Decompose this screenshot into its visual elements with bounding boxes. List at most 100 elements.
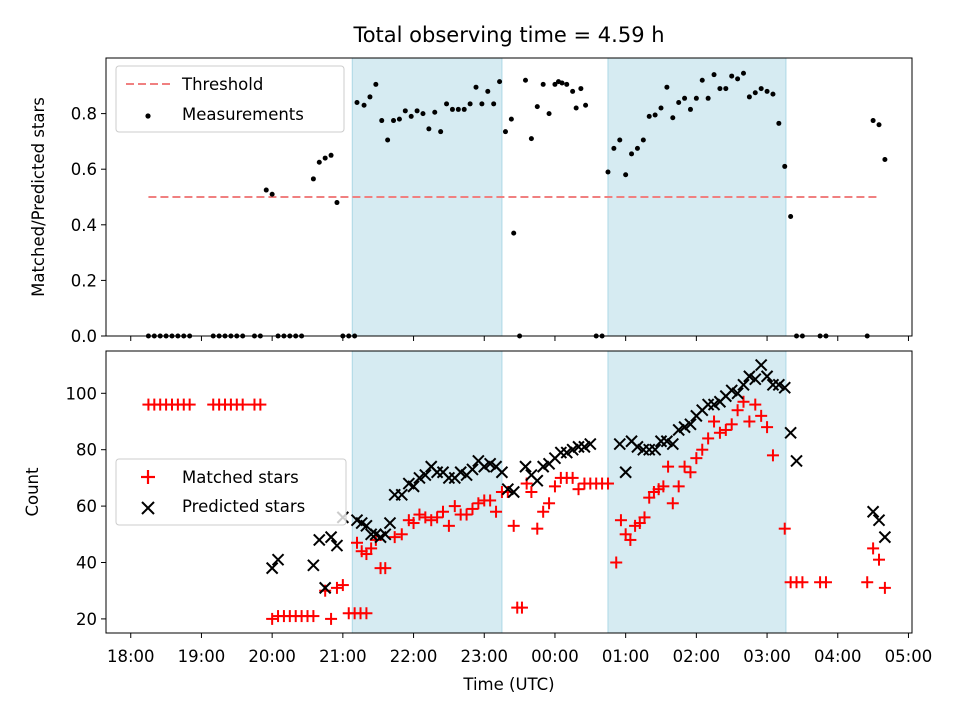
marker-stroke bbox=[350, 513, 364, 527]
measurement-point bbox=[670, 115, 676, 121]
marker-stroke bbox=[684, 418, 697, 431]
bottom-shaded-regions bbox=[351, 350, 787, 634]
matched-star-point bbox=[749, 398, 762, 411]
marker-stroke bbox=[754, 358, 768, 372]
predicted-star-point bbox=[648, 443, 662, 456]
matched-star-point bbox=[878, 581, 891, 594]
marker-stroke bbox=[324, 530, 338, 544]
measurement-point bbox=[570, 88, 576, 94]
matched-star-point bbox=[566, 471, 579, 484]
marker-stroke bbox=[519, 460, 532, 473]
predicted-star-point bbox=[419, 468, 432, 482]
predicted-star-point bbox=[442, 471, 456, 485]
matched-star-point bbox=[442, 519, 455, 532]
marker-stroke bbox=[554, 446, 568, 459]
measurement-point bbox=[408, 113, 414, 119]
marker-stroke bbox=[483, 457, 497, 471]
measurement-point bbox=[870, 118, 876, 124]
marker-stroke bbox=[383, 516, 397, 530]
predicted-star-point bbox=[701, 398, 715, 411]
marker-stroke bbox=[648, 443, 662, 456]
marker-stroke bbox=[364, 528, 378, 541]
top-axes-frame bbox=[105, 57, 913, 337]
marker-stroke bbox=[637, 443, 650, 456]
marker-stroke bbox=[784, 426, 797, 439]
measurement-point bbox=[658, 105, 664, 111]
top-x-axis bbox=[130, 336, 909, 341]
matched-star-point bbox=[867, 542, 880, 555]
matched-star-point bbox=[437, 505, 450, 518]
matched-star-point bbox=[236, 398, 249, 411]
marker-stroke bbox=[379, 528, 392, 541]
measurement-point bbox=[334, 200, 340, 206]
matched-star-point bbox=[761, 421, 774, 434]
marker-stroke bbox=[489, 460, 503, 473]
measurement-point bbox=[573, 105, 579, 111]
bottom-x-axis: 18:00 19:00 20:00 21:00 22:00 23:00 00:00 01:00… bbox=[107, 633, 932, 666]
matched-star-point bbox=[460, 508, 473, 521]
legend-threshold-label: Threshold bbox=[181, 75, 263, 94]
predicted-star-point bbox=[313, 533, 326, 547]
matched-star-point bbox=[365, 542, 378, 555]
bottom-legend: Matched stars Predicted stars bbox=[115, 458, 347, 526]
predicted-star-point bbox=[754, 358, 768, 372]
matched-star-point bbox=[360, 607, 373, 620]
x-tick-label: 05:00 bbox=[885, 647, 933, 666]
predicted-star-point bbox=[866, 505, 880, 518]
measurement-point bbox=[723, 86, 729, 92]
matched-star-point bbox=[743, 415, 756, 428]
marker-stroke bbox=[731, 387, 744, 400]
predicted-star-point bbox=[364, 528, 378, 541]
measurement-point bbox=[735, 76, 741, 82]
matched-star-point bbox=[425, 514, 438, 527]
measurement-point bbox=[776, 120, 782, 126]
marker-stroke bbox=[472, 454, 485, 468]
measurement-point bbox=[391, 118, 397, 124]
measurement-point bbox=[444, 101, 450, 107]
matched-star-point bbox=[696, 443, 709, 456]
legend-predicted-label: Predicted stars bbox=[182, 497, 305, 516]
matched-star-point bbox=[515, 601, 528, 614]
marker-stroke bbox=[313, 533, 326, 547]
marker-stroke bbox=[442, 471, 456, 485]
x-tick-label: 03:00 bbox=[743, 647, 791, 666]
marker-stroke bbox=[507, 485, 520, 499]
predicted-star-point bbox=[395, 488, 408, 502]
marker-stroke bbox=[749, 372, 762, 386]
predicted-star-point bbox=[643, 443, 656, 456]
marker-stroke bbox=[525, 468, 538, 482]
marker-stroke bbox=[660, 435, 674, 448]
marker-stroke bbox=[307, 559, 320, 572]
bottom-axes-frame bbox=[105, 350, 913, 634]
predicted-star-point bbox=[271, 553, 285, 566]
measurement-point bbox=[420, 111, 426, 117]
predicted-star-point bbox=[666, 437, 679, 451]
predicted-star-point bbox=[495, 466, 509, 479]
y-tick-label: 20 bbox=[76, 610, 97, 629]
predicted-star-point bbox=[766, 378, 780, 392]
matched-star-point bbox=[725, 418, 738, 431]
predicted-star-point bbox=[878, 530, 892, 544]
predicted-stars-points bbox=[265, 358, 892, 595]
marker-stroke bbox=[271, 553, 285, 566]
marker-stroke bbox=[355, 516, 368, 530]
top-y-axis: 0.0 0.2 0.4 0.6 0.8 bbox=[71, 105, 106, 346]
measurement-point bbox=[497, 79, 503, 85]
matched-star-point bbox=[490, 505, 503, 518]
matched-star-point bbox=[657, 480, 670, 493]
matched-star-point bbox=[684, 466, 697, 479]
predicted-star-point bbox=[790, 454, 803, 468]
measurement-point bbox=[693, 95, 699, 101]
measurement-point bbox=[623, 172, 629, 178]
predicted-star-point bbox=[784, 426, 797, 439]
matched-star-point bbox=[861, 576, 874, 589]
matched-star-point bbox=[766, 449, 779, 462]
legend-matched-marker bbox=[141, 470, 155, 484]
predicted-star-point bbox=[613, 437, 626, 451]
marker-stroke bbox=[265, 561, 279, 575]
measurement-point bbox=[379, 118, 385, 124]
matched-star-point bbox=[719, 423, 732, 436]
matched-star-point bbox=[548, 480, 561, 493]
marker-stroke bbox=[369, 528, 383, 541]
matched-star-point bbox=[690, 452, 703, 465]
